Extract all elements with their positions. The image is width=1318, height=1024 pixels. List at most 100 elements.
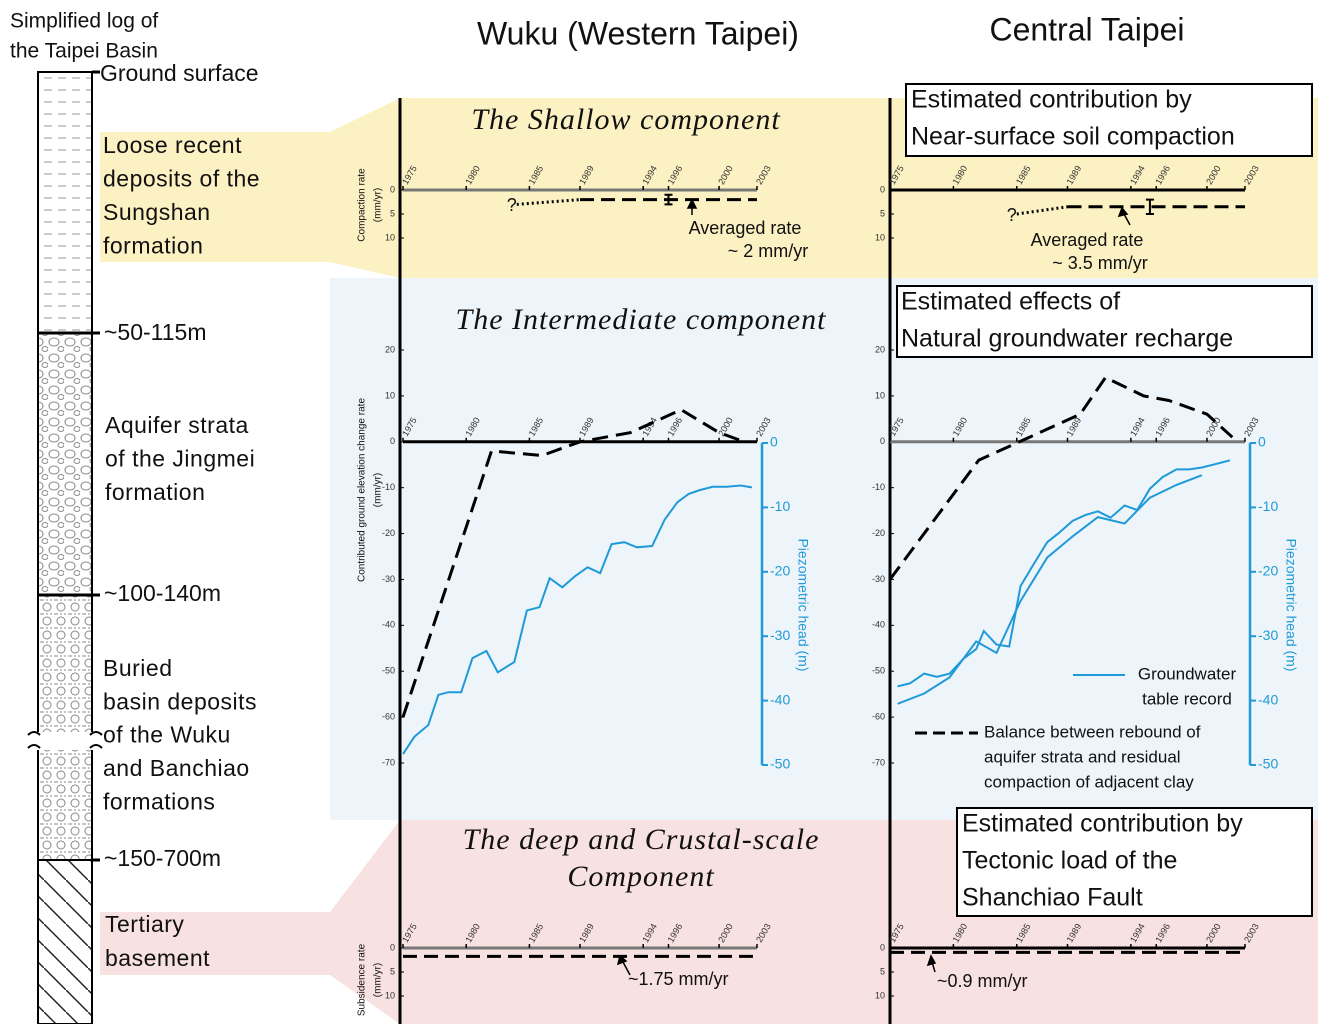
y2-tick-label: -10 <box>1258 498 1278 514</box>
log-title: the Taipei Basin <box>10 40 158 63</box>
error-bar <box>1145 198 1154 215</box>
y2-tick-label: -20 <box>770 563 790 579</box>
y2-axis-label: Piezometric head (m) <box>1283 538 1299 671</box>
y-tick-label: 0 <box>390 436 395 446</box>
trend-dotted <box>516 198 581 206</box>
rate-label: ~ 3.5 mm/yr <box>1052 253 1148 273</box>
rate-label: ~0.9 mm/yr <box>937 971 1028 991</box>
annotation: ? <box>1007 205 1017 225</box>
y-tick-label: -70 <box>872 757 885 767</box>
y-tick-label: -50 <box>872 666 885 676</box>
y-tick-label: 10 <box>875 232 885 242</box>
y2-tick-label: 0 <box>1258 434 1266 450</box>
intermediate-box <box>896 285 1313 358</box>
y2-tick-label: -20 <box>1258 563 1278 579</box>
y2-tick-label: -50 <box>1258 756 1278 772</box>
box-text: Tectonic load of the <box>962 847 1177 875</box>
y-tick-label: 5 <box>880 966 885 976</box>
y-tick-label: 0 <box>880 436 885 446</box>
y-tick-label: -40 <box>382 620 395 630</box>
component-title: The Shallow component <box>471 103 780 136</box>
intermediate-band <box>330 278 1318 820</box>
arrows <box>616 198 1131 976</box>
y-tick-label: 10 <box>385 390 395 400</box>
y-tick-label: 0 <box>880 942 885 952</box>
box-text: Shanchiao Fault <box>962 884 1143 912</box>
y-tick-label: -30 <box>872 574 885 584</box>
ground-surface: Ground surface <box>100 60 259 86</box>
y2-axis-label: Piezometric head (m) <box>795 538 811 671</box>
formation-label: Buried <box>103 655 172 681</box>
groundwater-head <box>897 474 1203 705</box>
box-text: Natural groundwater recharge <box>901 325 1233 353</box>
formation-label: Loose recent <box>103 132 242 158</box>
y-axis-label: Subsidence rate <box>357 943 368 1016</box>
y-tick-label: 10 <box>875 390 885 400</box>
y-tick-label: 20 <box>385 344 395 354</box>
depth-label: ~100-140m <box>104 580 221 606</box>
y-tick-label: 20 <box>875 344 885 354</box>
column-title: Central Taipei <box>989 11 1184 47</box>
depth-label: ~150-700m <box>104 845 221 871</box>
y-tick-label: -60 <box>872 711 885 721</box>
y2-tick-label: 0 <box>770 434 778 450</box>
legend-text: aquifer strata and residual <box>984 747 1181 766</box>
y-tick-label: -60 <box>382 711 395 721</box>
rate-label: ~ 2 mm/yr <box>728 241 809 261</box>
box-text: Estimated effects of <box>901 288 1120 316</box>
formation-label: of the Wuku <box>103 722 231 748</box>
groundwater-head <box>402 484 753 755</box>
y-tick-label: -50 <box>382 666 395 676</box>
box-text: Estimated contribution by <box>962 810 1243 838</box>
shallow-box <box>905 83 1313 157</box>
formation-label: basin deposits <box>103 688 257 714</box>
y-tick-label: -10 <box>382 482 395 492</box>
y2-tick-label: -30 <box>1258 627 1278 643</box>
y-tick-label: -70 <box>382 757 395 767</box>
box-text: Near-surface soil compaction <box>911 123 1235 151</box>
y-axis-label: Compaction rate <box>357 168 368 242</box>
y2-tick-label: -10 <box>770 498 790 514</box>
formation-label: Tertiary <box>105 911 184 937</box>
y-axis-label: (mm/yr) <box>373 188 384 222</box>
formation-label: Sungshan <box>103 199 211 225</box>
y-tick-label: 10 <box>875 990 885 1000</box>
y-tick-label: 0 <box>880 184 885 194</box>
y-tick-label: 10 <box>385 990 395 1000</box>
y-tick-label: -40 <box>872 620 885 630</box>
annotation: Averaged rate <box>689 218 802 238</box>
log-column <box>27 70 103 1024</box>
groundwater-head <box>897 459 1231 688</box>
y-tick-label: 5 <box>390 966 395 976</box>
y-tick-label: -10 <box>872 482 885 492</box>
rate-label: ~1.75 mm/yr <box>628 969 729 989</box>
y-axis-label: (mm/yr) <box>373 473 384 507</box>
trend-dotted <box>1016 205 1068 216</box>
formation-label: and Banchiao <box>103 755 250 781</box>
legend-text: Groundwater <box>1138 664 1237 683</box>
formation-label: formation <box>105 479 205 505</box>
y-axis-label: Contributed ground elevation change rate <box>357 398 368 582</box>
formation-label: Aquifer strata <box>105 412 249 438</box>
box-text: Estimated contribution by <box>911 86 1192 114</box>
formation-label: basement <box>105 945 210 971</box>
depth-label: ~50-115m <box>104 319 207 345</box>
y-tick-label: -30 <box>382 574 395 584</box>
rebound-rate <box>401 408 745 718</box>
log-title: Simplified log of <box>10 10 158 33</box>
component-title: Component <box>567 860 714 893</box>
legend-text: compaction of adjacent clay <box>984 772 1194 791</box>
column-title: Wuku (Western Taipei) <box>477 15 799 51</box>
y-tick-label: -20 <box>382 528 395 538</box>
annotation: ? <box>507 195 517 215</box>
formation-label: of the Jingmei <box>105 446 255 472</box>
y-tick-label: 0 <box>390 184 395 194</box>
y-tick-label: 5 <box>880 208 885 218</box>
y2-tick-label: -50 <box>770 756 790 772</box>
y-tick-label: 10 <box>385 232 395 242</box>
y-tick-label: 0 <box>390 942 395 952</box>
legend-text: Balance between rebound of <box>984 722 1201 741</box>
rebound-rate <box>888 375 1234 581</box>
y-tick-label: 5 <box>390 208 395 218</box>
formation-label: formation <box>103 233 203 259</box>
